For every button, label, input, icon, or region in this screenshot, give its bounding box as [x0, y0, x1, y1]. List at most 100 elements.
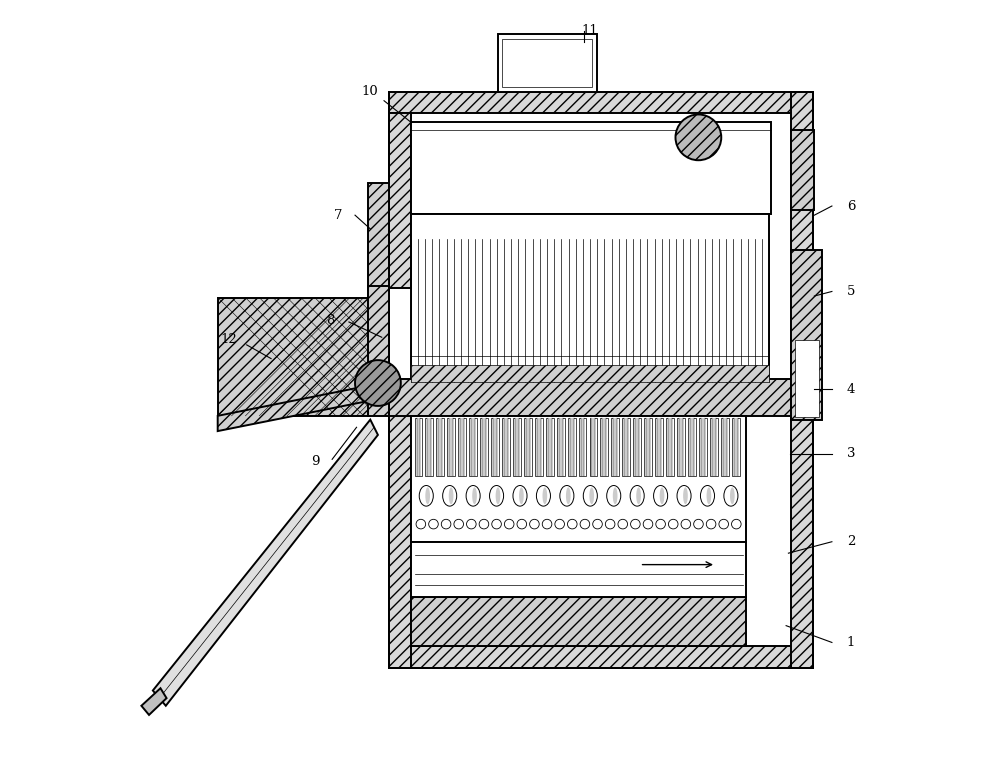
Bar — [417, 418, 420, 476]
Text: 1: 1 — [847, 636, 855, 649]
Bar — [688, 418, 696, 476]
Circle shape — [416, 520, 426, 529]
Ellipse shape — [519, 488, 524, 504]
Ellipse shape — [466, 485, 480, 506]
Ellipse shape — [630, 485, 644, 506]
Circle shape — [555, 520, 564, 529]
Bar — [524, 418, 532, 476]
Bar — [368, 286, 389, 416]
Bar — [666, 418, 674, 476]
Bar — [701, 418, 705, 476]
Ellipse shape — [700, 485, 715, 506]
Bar — [515, 418, 519, 476]
Ellipse shape — [589, 488, 594, 504]
Circle shape — [643, 520, 653, 529]
Bar — [379, 374, 392, 391]
Circle shape — [681, 520, 691, 529]
Ellipse shape — [472, 488, 477, 504]
Bar — [622, 418, 630, 476]
Bar — [491, 418, 499, 476]
Circle shape — [504, 520, 514, 529]
Ellipse shape — [560, 485, 574, 506]
Circle shape — [656, 520, 665, 529]
Bar — [721, 418, 729, 476]
Bar — [502, 418, 510, 476]
Ellipse shape — [724, 485, 738, 506]
Bar — [699, 418, 707, 476]
Bar — [438, 418, 442, 476]
Text: 7: 7 — [334, 208, 342, 222]
Text: 12: 12 — [221, 333, 238, 346]
Bar — [559, 418, 563, 476]
Bar — [425, 418, 433, 476]
Bar — [389, 92, 813, 113]
Circle shape — [567, 520, 577, 529]
Bar — [535, 418, 543, 476]
Circle shape — [479, 520, 489, 529]
Polygon shape — [218, 382, 389, 431]
Bar — [411, 122, 771, 214]
Bar — [458, 418, 466, 476]
Bar — [677, 418, 685, 476]
Polygon shape — [141, 688, 167, 715]
Text: 9: 9 — [311, 455, 320, 468]
Ellipse shape — [513, 485, 527, 506]
Ellipse shape — [654, 485, 668, 506]
Text: 6: 6 — [847, 199, 855, 213]
Circle shape — [593, 520, 602, 529]
Bar — [646, 418, 650, 476]
Text: 3: 3 — [847, 447, 855, 461]
Circle shape — [454, 520, 464, 529]
Text: 10: 10 — [362, 85, 379, 98]
Circle shape — [694, 520, 703, 529]
Bar — [568, 418, 576, 476]
Bar — [791, 92, 813, 668]
Ellipse shape — [683, 488, 688, 504]
Bar — [411, 214, 769, 382]
Ellipse shape — [542, 488, 547, 504]
Polygon shape — [153, 420, 378, 706]
Circle shape — [530, 520, 539, 529]
Text: 4: 4 — [847, 382, 855, 396]
Circle shape — [467, 520, 476, 529]
Bar — [581, 418, 584, 476]
Bar — [415, 418, 422, 476]
Bar — [732, 418, 740, 476]
Bar — [613, 418, 617, 476]
Ellipse shape — [613, 488, 617, 504]
Bar — [526, 418, 530, 476]
Circle shape — [517, 520, 527, 529]
Bar — [537, 418, 541, 476]
Bar — [570, 418, 574, 476]
Circle shape — [492, 520, 501, 529]
Bar — [791, 130, 814, 210]
Bar — [389, 395, 411, 668]
Bar — [795, 340, 819, 417]
Bar — [368, 183, 389, 290]
Circle shape — [618, 520, 628, 529]
Bar — [710, 418, 718, 476]
Ellipse shape — [566, 488, 571, 504]
Circle shape — [631, 520, 640, 529]
Bar — [635, 418, 639, 476]
Ellipse shape — [583, 485, 597, 506]
Circle shape — [580, 520, 590, 529]
Bar — [590, 418, 597, 476]
Bar — [557, 418, 565, 476]
Bar — [655, 418, 663, 476]
Bar — [546, 418, 554, 476]
Ellipse shape — [677, 485, 691, 506]
Bar — [436, 418, 444, 476]
Text: 8: 8 — [326, 314, 335, 327]
Circle shape — [441, 520, 451, 529]
Bar — [712, 418, 716, 476]
Bar — [411, 365, 769, 382]
Circle shape — [706, 520, 716, 529]
Circle shape — [668, 520, 678, 529]
Bar — [633, 418, 641, 476]
Bar — [504, 418, 508, 476]
Ellipse shape — [536, 485, 550, 506]
Ellipse shape — [730, 488, 735, 504]
Ellipse shape — [707, 488, 711, 504]
Bar — [624, 418, 628, 476]
